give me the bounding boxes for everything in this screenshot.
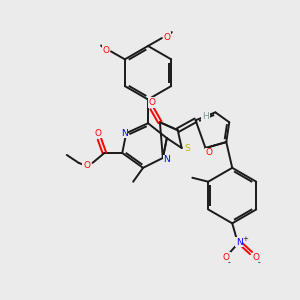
Text: N: N bbox=[164, 155, 170, 164]
Text: O: O bbox=[253, 254, 260, 262]
Text: O: O bbox=[223, 253, 230, 262]
Text: -: - bbox=[228, 258, 231, 267]
Text: O: O bbox=[103, 46, 110, 55]
Text: O: O bbox=[83, 161, 90, 170]
Text: O: O bbox=[95, 129, 102, 138]
Text: O: O bbox=[148, 98, 155, 107]
Text: O: O bbox=[163, 33, 170, 42]
Text: +: + bbox=[242, 236, 248, 242]
Text: S: S bbox=[185, 143, 191, 152]
Text: N: N bbox=[121, 129, 128, 138]
Text: N: N bbox=[236, 238, 242, 247]
Text: -: - bbox=[258, 258, 260, 267]
Text: H: H bbox=[202, 112, 209, 121]
Text: O: O bbox=[206, 148, 213, 158]
